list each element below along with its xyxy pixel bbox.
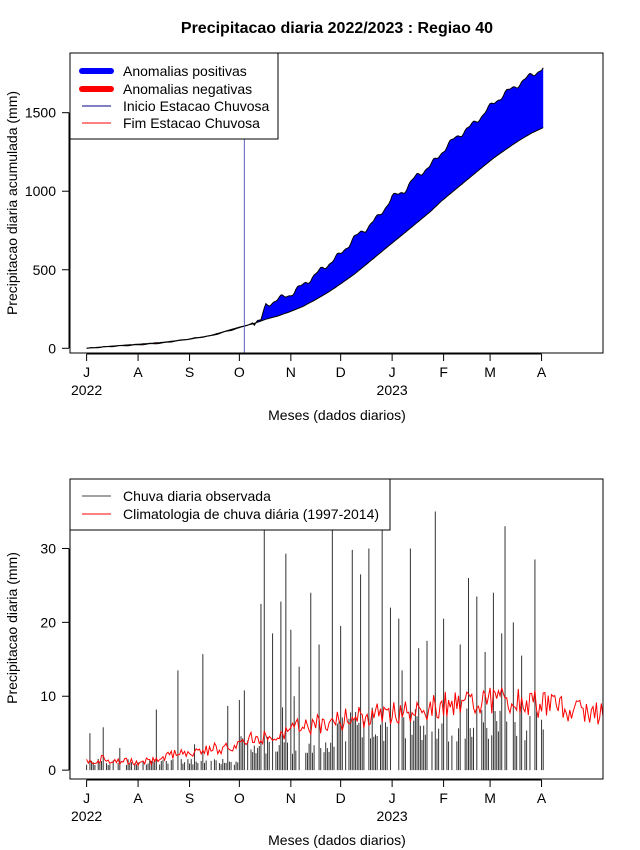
y-tick-label: 0 [48, 762, 56, 778]
x-tick-label: N [286, 364, 296, 380]
y-tick-label: 500 [33, 262, 57, 278]
x-tick-label: M [484, 790, 496, 806]
y-tick-label: 0 [48, 340, 56, 356]
positive-anomaly-area [256, 67, 544, 323]
bottom-legend: Chuva diaria observada Climatologia de c… [69, 478, 391, 531]
x-tick-label: J [83, 364, 90, 380]
top-legend-box [69, 52, 279, 140]
x-tick-label: M [484, 364, 496, 380]
climatology-daily-line [86, 687, 604, 767]
x-tick-label: A [537, 790, 547, 806]
top-x-axis-label: Meses (dados diarios) [268, 407, 406, 423]
x-tick-label: S [185, 790, 194, 806]
observed-cumulative-line [86, 67, 544, 349]
x-tick-label: A [133, 364, 143, 380]
x-tick-label: A [133, 790, 143, 806]
x-tick-label: F [439, 790, 448, 806]
top-y-axis-label: Precipitacao diaria acumulada (mm) [4, 91, 20, 315]
bottom-x-axis-label: Meses (dados diarios) [268, 832, 406, 848]
legend-label-season-start: Inicio Estacao Chuvosa [123, 98, 270, 114]
top-legend: Anomalias positivas Anomalias negativas … [69, 52, 279, 140]
page-title: Precipitacao diaria 2022/2023 : Regiao 4… [181, 20, 493, 37]
year-label: 2023 [377, 808, 408, 824]
y-tick-label: 30 [40, 540, 56, 556]
x-tick-label: D [336, 364, 346, 380]
legend-label-season-end: Fim Estacao Chuvosa [123, 115, 260, 131]
x-tick-label: J [389, 790, 396, 806]
legend-label-positive: Anomalias positivas [123, 63, 247, 79]
legend-label-observed: Chuva diaria observada [123, 488, 271, 504]
x-tick-label: A [537, 364, 547, 380]
bottom-legend-box [69, 478, 391, 531]
year-label: 2023 [377, 382, 408, 398]
x-tick-label: N [286, 790, 296, 806]
top-plot-frame [69, 52, 604, 354]
bottom-y-axis-label: Precipitacao diaria (mm) [4, 552, 20, 704]
legend-label-climatology: Climatologia de chuva diária (1997-2014) [123, 506, 379, 522]
y-tick-label: 20 [40, 614, 56, 630]
year-label: 2022 [71, 382, 102, 398]
y-tick-label: 1500 [25, 105, 56, 121]
cumulative-chart: Precipitacao diaria acumulada (mm) Meses… [4, 52, 604, 423]
legend-label-negative: Anomalias negativas [123, 81, 252, 97]
x-tick-label: S [185, 364, 194, 380]
y-tick-label: 1000 [25, 183, 56, 199]
x-tick-label: O [234, 364, 245, 380]
daily-rain-chart: Precipitacao diaria (mm) Meses (dados di… [4, 478, 604, 848]
x-tick-label: O [234, 790, 245, 806]
y-tick-label: 10 [40, 688, 56, 704]
x-tick-label: D [336, 790, 346, 806]
year-label: 2022 [71, 808, 102, 824]
x-tick-label: J [389, 364, 396, 380]
x-tick-label: J [83, 790, 90, 806]
x-tick-label: F [439, 364, 448, 380]
